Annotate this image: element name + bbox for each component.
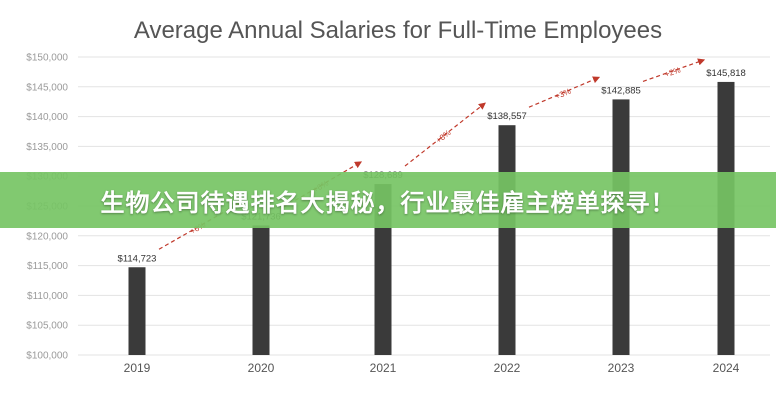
trend-segment	[528, 76, 601, 108]
x-axis-ticks: 2019 2020 2021 2022 2023 2024	[124, 361, 740, 375]
y-tick-label: $100,000	[26, 351, 68, 362]
y-tick-label: $115,000	[27, 261, 68, 272]
y-tick-label: $150,000	[26, 53, 68, 64]
value-labels: $114,723$121,736$128,689$138,557$142,885…	[118, 68, 746, 264]
x-tick-label: 2021	[370, 361, 397, 375]
x-tick-label: 2023	[608, 361, 635, 375]
value-label: $138,557	[487, 111, 527, 122]
bar-2020	[252, 225, 270, 355]
y-tick-label: $135,000	[26, 142, 68, 153]
value-label: $142,885	[601, 85, 641, 96]
gridlines	[78, 56, 770, 356]
trend-segment	[642, 58, 706, 82]
growth-label: +3%	[554, 87, 572, 102]
y-tick-label: $140,000	[26, 112, 68, 123]
trend-segment	[404, 102, 486, 167]
headline-text: 生物公司待遇排名大揭秘，行业最佳雇主榜单探寻！	[100, 188, 676, 217]
x-tick-label: 2022	[494, 361, 521, 375]
x-tick-label: 2020	[248, 361, 275, 375]
x-tick-label: 2024	[713, 361, 740, 375]
y-tick-label: $110,000	[27, 291, 68, 302]
y-tick-label: $120,000	[26, 231, 68, 242]
trend-segment	[158, 202, 241, 250]
value-label: $145,818	[706, 68, 746, 79]
y-tick-label: $145,000	[26, 82, 68, 93]
y-tick-label: $105,000	[26, 321, 68, 332]
growth-label: +2%	[664, 65, 682, 79]
chart-title: Average Annual Salaries for Full-Time Em…	[134, 17, 662, 44]
bar-2019	[128, 267, 146, 355]
bar-2022	[498, 125, 516, 355]
headline-banner: 生物公司待遇排名大揭秘，行业最佳雇主榜单探寻！	[0, 172, 776, 228]
value-label: $114,723	[118, 253, 157, 264]
x-tick-label: 2019	[124, 361, 151, 375]
